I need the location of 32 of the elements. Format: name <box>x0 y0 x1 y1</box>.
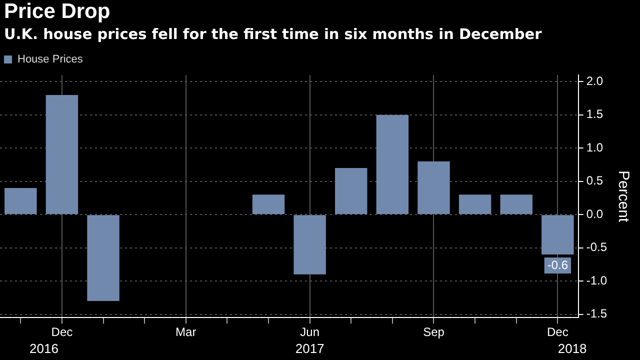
bar <box>458 194 492 214</box>
bar <box>542 215 574 254</box>
x-tick-label: Sep <box>423 325 445 340</box>
y-tick-label: -1.0 <box>586 273 608 288</box>
bar <box>418 161 450 214</box>
bar <box>376 114 409 214</box>
x-tick-label: Jun <box>300 325 320 340</box>
bar <box>252 194 285 214</box>
text: 2018 <box>558 341 587 356</box>
bar <box>500 194 532 214</box>
y-tick-label: 1.0 <box>586 140 604 154</box>
data-label: -0.6 <box>547 258 568 272</box>
legend-label: House Prices <box>18 54 84 66</box>
chart-subtitle: U.K. house prices fell for the first time in six months in December <box>4 27 542 43</box>
chart-title: Price Drop <box>4 0 110 24</box>
bar <box>335 168 368 214</box>
y-tick-label: 0.0 <box>586 206 604 221</box>
bar <box>87 215 120 301</box>
x-tick-label: Mar <box>176 325 196 340</box>
text: 2016 <box>30 341 58 356</box>
bar <box>294 215 326 274</box>
text: 2017 <box>295 341 324 356</box>
y-tick-label: 1.5 <box>586 107 604 122</box>
y-axis-title: Percent <box>614 170 632 223</box>
x-tick-label: Dec <box>51 325 73 340</box>
y-tick-label: 2.0 <box>586 74 604 88</box>
bar <box>46 94 78 214</box>
y-tick-label: -0.5 <box>586 240 608 254</box>
y-tick-label: 0.5 <box>586 174 604 188</box>
bar <box>4 188 37 214</box>
y-tick-label: -1.5 <box>586 306 608 321</box>
x-tick-label: Dec <box>546 325 568 340</box>
